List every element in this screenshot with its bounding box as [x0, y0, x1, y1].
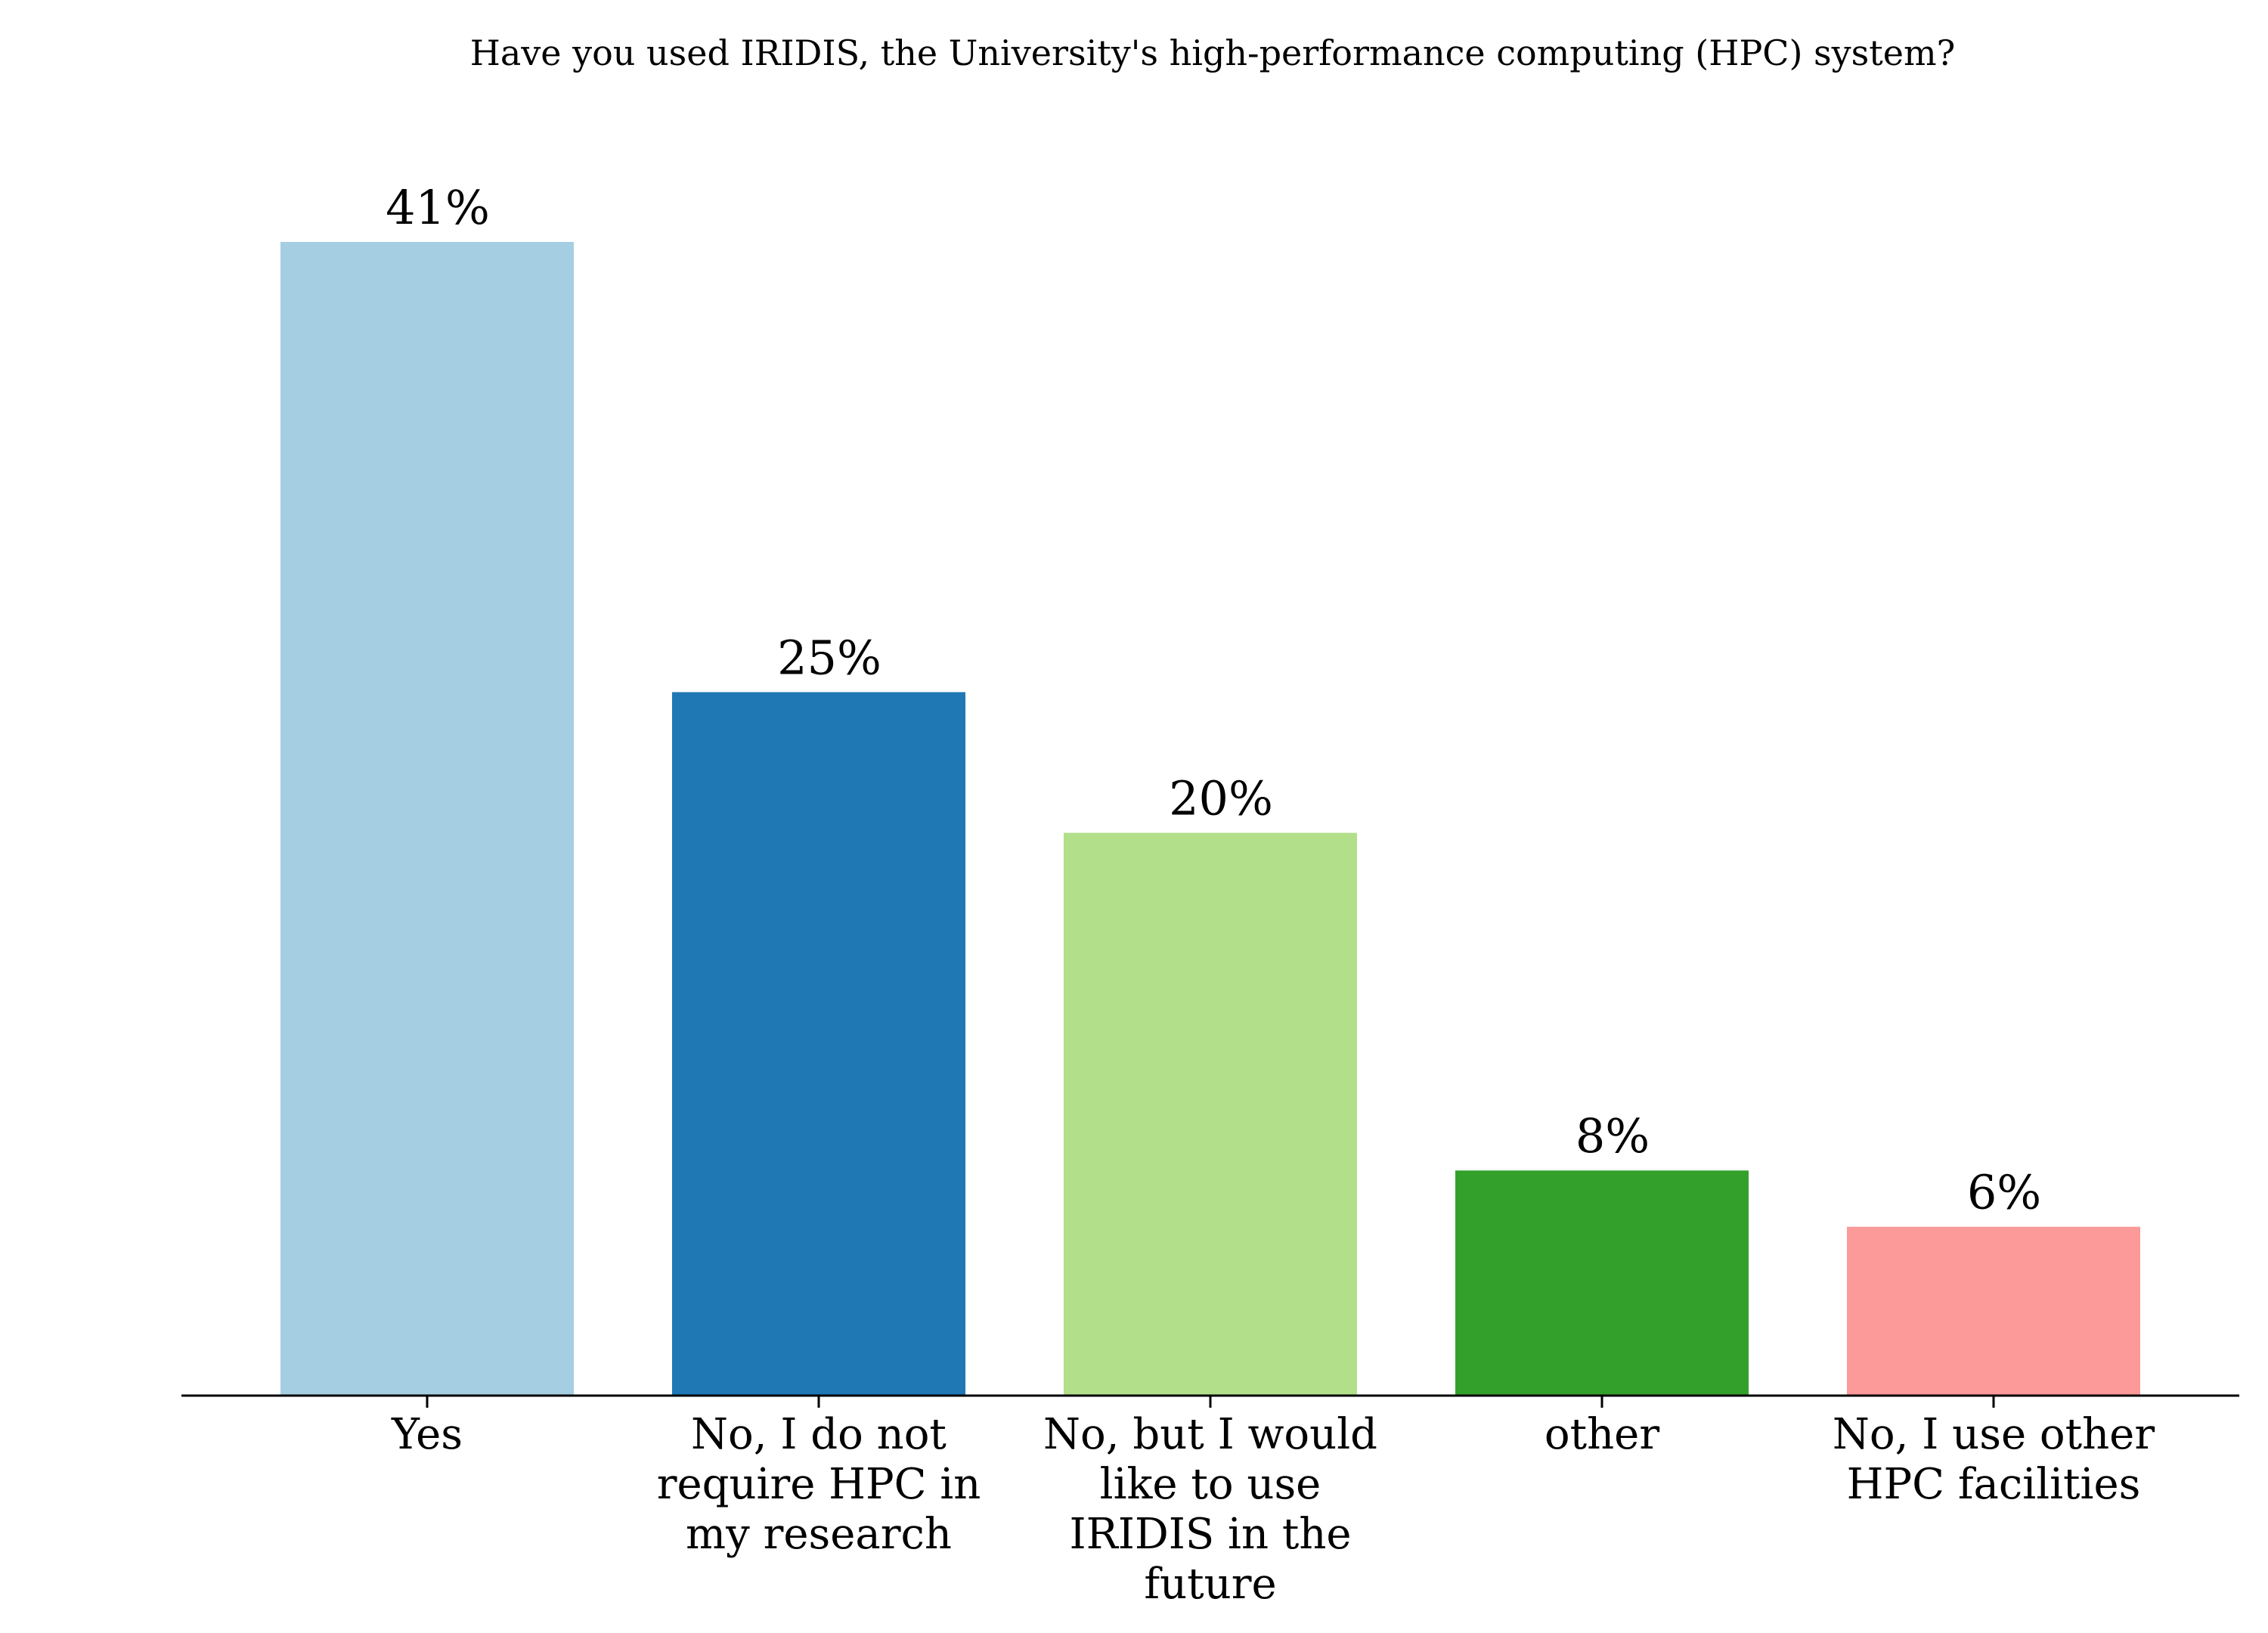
bar-value-label-2: 25% [777, 631, 881, 686]
x-tick-label-line: other [1545, 1410, 1659, 1459]
x-tick-label-line: like to use [1100, 1460, 1321, 1509]
bar-1 [280, 242, 574, 1396]
bar-5 [1847, 1226, 2140, 1396]
bar-3 [1064, 832, 1357, 1396]
x-tick-label-5: No, I use other HPC facilities [1833, 1410, 2155, 1509]
x-tick-labels-group: Yes No, I do not require HPC in my research… [391, 1410, 2155, 1609]
bar-value-label-1: 41% [386, 180, 490, 235]
bar-4 [1455, 1170, 1749, 1396]
x-tick-label-line: require HPC in [657, 1460, 981, 1509]
bar-2 [672, 692, 965, 1396]
x-tick-label-line: No, I do not [691, 1410, 947, 1459]
x-tick-label-1: Yes [391, 1410, 463, 1459]
bar-value-label-3: 20% [1169, 771, 1273, 826]
x-tick-label-line: No, but I would [1043, 1410, 1377, 1459]
x-ticks-group [426, 1396, 1995, 1408]
bar-value-label-4: 8% [1576, 1108, 1650, 1164]
x-tick-label-line: HPC facilities [1847, 1460, 2141, 1509]
bar-value-label-5: 6% [1967, 1165, 2041, 1220]
bars-group [280, 242, 2140, 1396]
x-tick-label-line: No, I use other [1833, 1410, 2155, 1459]
x-tick-label-2: No, I do not require HPC in my research [657, 1410, 981, 1559]
value-labels-group: 41% 25% 20% 8% 6% [386, 180, 2041, 1220]
x-tick-label-line: future [1144, 1560, 1276, 1609]
x-tick-label-line: my research [686, 1510, 952, 1559]
x-tick-label-line: Yes [391, 1410, 463, 1459]
x-tick-label-4: other [1545, 1410, 1659, 1459]
chart-title: Have you used IRIDIS, the University's h… [470, 33, 1956, 73]
x-tick-label-3: No, but I would like to use IRIDIS in the f… [1043, 1410, 1377, 1609]
x-tick-label-line: IRIDIS in the [1069, 1510, 1351, 1559]
